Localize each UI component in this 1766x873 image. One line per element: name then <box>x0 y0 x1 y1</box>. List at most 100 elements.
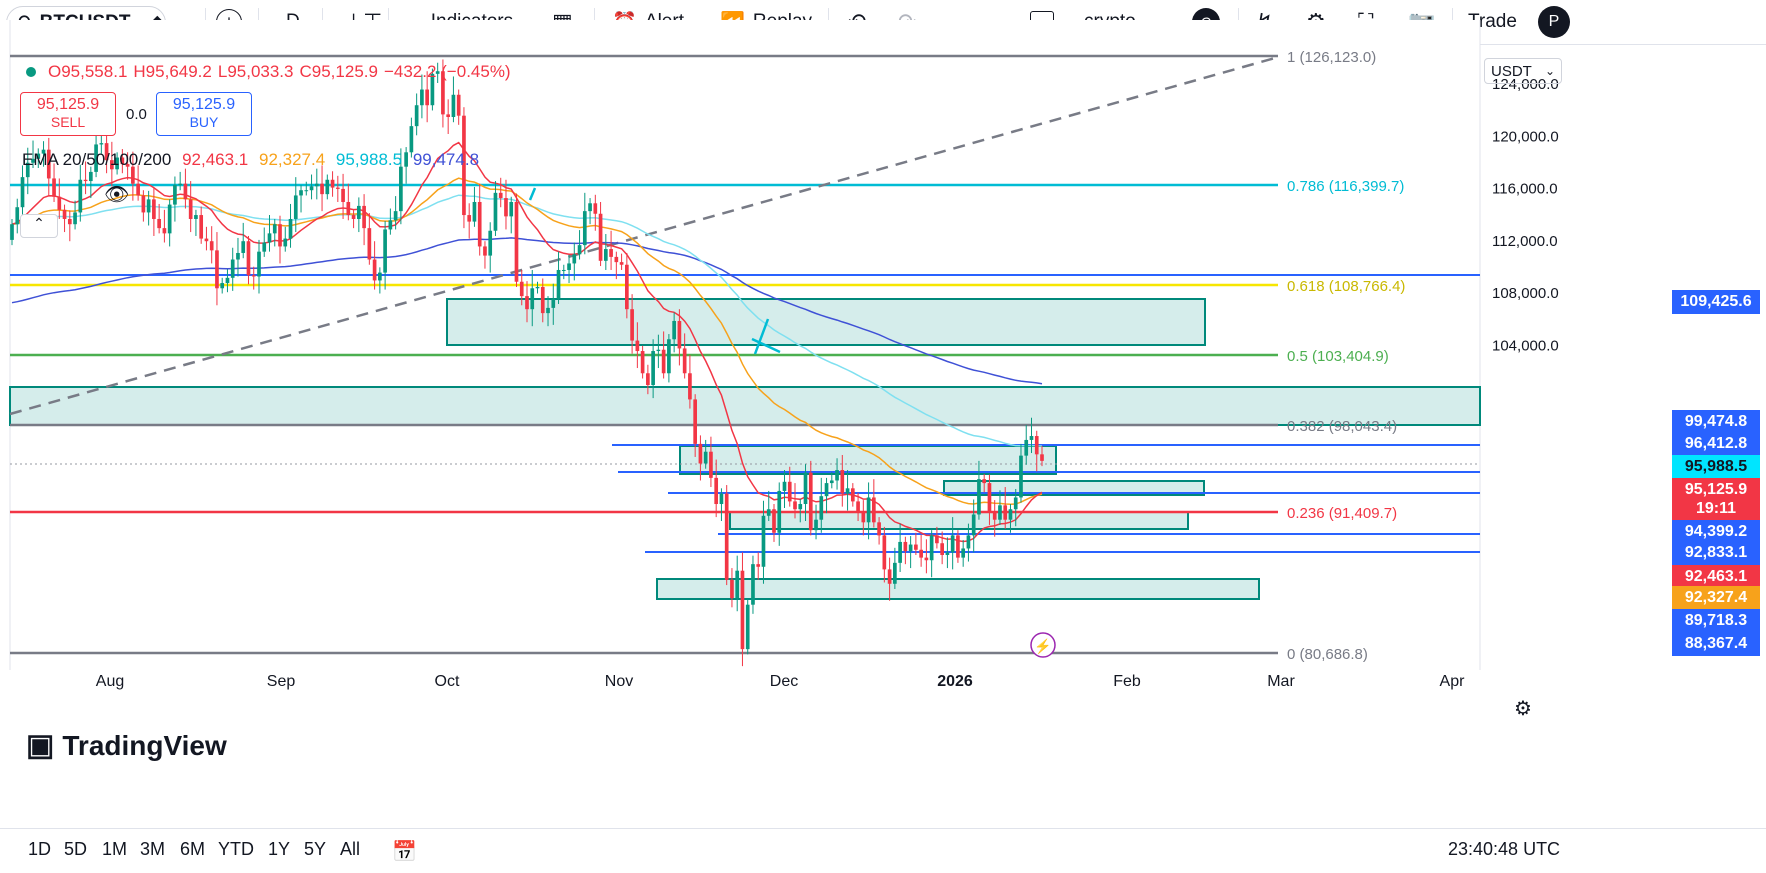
candle-body <box>388 220 393 230</box>
candle-body <box>819 496 824 520</box>
candle-body <box>824 483 829 497</box>
candle-body <box>808 472 813 531</box>
currency-select[interactable]: USDT ⌄ <box>1484 58 1562 84</box>
candle-body <box>341 188 345 202</box>
candle-body <box>1024 439 1029 456</box>
goto-date-button[interactable]: 📅 <box>392 839 417 864</box>
chevron-up-icon: ⌃ <box>33 215 45 231</box>
candle-body <box>635 340 640 352</box>
range-button-ytd[interactable]: YTD <box>218 839 254 859</box>
range-button-1d[interactable]: 1D <box>28 839 52 859</box>
candle-body <box>493 192 498 231</box>
candle-body <box>903 541 908 552</box>
candle-body <box>309 186 314 191</box>
range-button-5d[interactable]: 5D <box>64 839 88 859</box>
clock-label[interactable]: 23:40:48 UTC <box>1448 839 1561 859</box>
candle-body <box>514 201 519 282</box>
candle-body <box>446 114 451 117</box>
range-button-6m[interactable]: 6M <box>180 839 206 859</box>
candle-body <box>1040 454 1044 461</box>
ema100-value: 95,988.5 <box>335 150 403 169</box>
time-axis: Aug Sep Oct Nov Dec 2026 Feb Mar Apr <box>96 673 1465 690</box>
candle-body <box>199 215 204 239</box>
candle-body <box>483 246 487 256</box>
candle-body <box>404 152 408 167</box>
candle-body <box>619 262 624 265</box>
candle-body <box>782 481 787 491</box>
candle-body <box>677 320 682 349</box>
collapse-legend-button[interactable]: ⌃ <box>20 214 58 238</box>
candle-body <box>703 451 708 464</box>
range-button-3m[interactable]: 3M <box>140 839 166 859</box>
candle-body <box>241 241 246 253</box>
lightning-event-icon[interactable] <box>1030 632 1056 658</box>
demand-zone-4 <box>943 480 1205 496</box>
scale-settings-button[interactable]: ⚙ <box>1514 696 1532 721</box>
range-button-1y[interactable]: 1Y <box>268 839 291 859</box>
candle-body <box>57 196 62 210</box>
hide-eye-icon[interactable]: 👁 <box>104 184 130 206</box>
candle-body <box>977 479 981 515</box>
demand-zone-2 <box>446 298 1206 346</box>
buy-button[interactable]: 95,125.9 BUY <box>156 92 252 136</box>
ohlc-legend: O95,558.1 H95,649.2 L95,033.3 C95,125.9 … <box>26 62 511 82</box>
candle-body <box>871 497 876 523</box>
candle-body <box>772 509 776 533</box>
candle-body <box>420 89 424 106</box>
candle-body <box>451 94 456 117</box>
candle-body <box>814 519 818 531</box>
candle-body <box>751 564 755 605</box>
candle-body <box>698 443 703 464</box>
candle-body <box>62 209 67 219</box>
chevron-down-icon: ⌄ <box>1544 64 1555 78</box>
candle-body <box>383 229 387 273</box>
candle-body <box>131 166 135 184</box>
ema-legend[interactable]: EMA 20/50/100/200 92,463.1 92,327.4 95,9… <box>22 150 479 170</box>
candle-body <box>656 349 661 352</box>
time-tick-label: Feb <box>1113 673 1141 690</box>
gear-icon: ⚙ <box>1514 698 1532 720</box>
candle-body <box>693 399 698 444</box>
candle-body <box>582 211 587 246</box>
candle-body <box>887 569 892 584</box>
candle-body <box>88 171 93 182</box>
time-tick-label: Nov <box>605 673 633 690</box>
sell-button[interactable]: 95,125.9 SELL <box>20 92 116 136</box>
candle-body <box>561 269 566 271</box>
candle-body <box>766 509 771 516</box>
candle-body <box>188 199 193 219</box>
sell-price: 95,125.9 <box>36 96 100 113</box>
candle-body <box>625 264 629 310</box>
candle-body <box>845 488 850 494</box>
candle-body <box>267 233 272 243</box>
candle-body <box>530 288 535 310</box>
price-tick-label: 116,000.0 <box>1492 181 1558 198</box>
candle-body <box>924 557 929 561</box>
demand-zone-5 <box>729 511 1189 530</box>
candle-body <box>104 143 109 161</box>
candle-body <box>194 215 198 219</box>
ema200-value: 99,474.8 <box>412 150 480 169</box>
range-button-5y[interactable]: 5Y <box>304 839 327 859</box>
publish-button[interactable]: P <box>1538 6 1570 38</box>
candle-body <box>372 259 377 281</box>
range-button-1m[interactable]: 1M <box>102 839 128 859</box>
fib-label-3: 0.5 (103,404.9) <box>1287 348 1389 365</box>
price-tick-label: 108,000.0 <box>1492 285 1559 302</box>
candle-body <box>152 199 156 219</box>
candle-body <box>987 483 992 512</box>
price-tag: 96,412.8 <box>1672 432 1760 456</box>
candle-body <box>293 195 298 219</box>
candle-body <box>83 179 88 182</box>
fib-label-6: 0 (80,686.8) <box>1287 646 1368 663</box>
candle-body <box>141 195 146 213</box>
range-button-all[interactable]: All <box>340 839 361 859</box>
candle-body <box>588 203 592 212</box>
candle-body <box>330 179 335 188</box>
time-tick-label: 2026 <box>937 673 973 690</box>
candle-body <box>225 277 230 284</box>
candle-body <box>740 570 745 650</box>
candle-body <box>787 481 792 502</box>
candle-body <box>1019 455 1023 498</box>
